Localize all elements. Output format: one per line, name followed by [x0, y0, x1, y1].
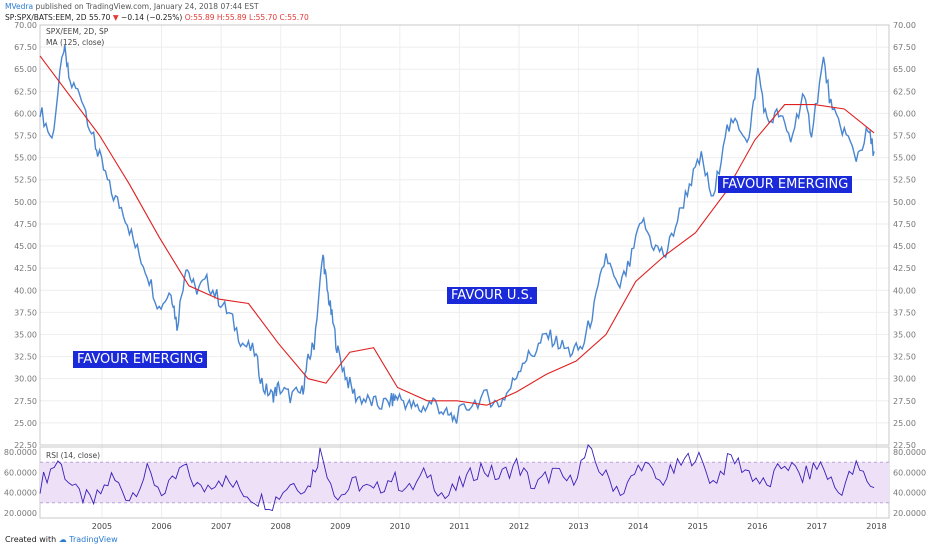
x-tick-label: 2007 [211, 522, 231, 531]
y-tick-label-right: 57.50 [893, 132, 916, 141]
y-tick-label-right: 25.00 [893, 419, 916, 428]
rsi-tick-label-left: 60.0000 [4, 468, 37, 477]
x-tick-label: 2015 [688, 522, 708, 531]
tradingview-logo-icon: ☁ [58, 535, 67, 544]
y-tick-label-right: 35.00 [893, 330, 916, 339]
publish-info: MVedra published on TradingView.com, Jan… [5, 2, 259, 11]
y-tick-label-right: 47.50 [893, 220, 916, 229]
y-tick-label-right: 55.00 [893, 154, 916, 163]
rsi-series-line [39, 443, 875, 512]
price-series-line [39, 45, 875, 424]
y-tick-label-left: 62.50 [14, 87, 37, 96]
price-change: −0.14 (−0.25%) [121, 13, 183, 22]
x-tick-label: 2008 [271, 522, 291, 531]
y-tick-label-left: 57.50 [14, 132, 37, 141]
main-pane-border [39, 24, 890, 446]
y-tick-label-right: 37.50 [893, 308, 916, 317]
down-arrow-icon: ▼ [112, 13, 119, 22]
y-tick-label-right: 70.00 [893, 21, 916, 30]
rsi-tick-label-right: 80.0000 [893, 448, 926, 457]
annotation-favour-us: FAVOUR U.S. [447, 287, 537, 304]
y-tick-label-left: 60.00 [14, 109, 37, 118]
y-tick-label-right: 22.50 [893, 441, 916, 450]
x-tick-label: 2005 [92, 522, 112, 531]
ohlc-values: O:55.89 H:55.89 L:55.70 C:55.70 [184, 13, 309, 22]
y-tick-label-left: 70.00 [14, 21, 37, 30]
annotation-favour-emerging-right: FAVOUR EMERGING [718, 176, 853, 193]
y-tick-label-left: 55.00 [14, 154, 37, 163]
y-tick-label-right: 60.00 [893, 109, 916, 118]
y-tick-label-right: 45.00 [893, 242, 916, 251]
rsi-tick-label-left: 40.0000 [4, 489, 37, 498]
tradingview-link[interactable]: TradingView [69, 535, 118, 544]
rsi-tick-label-right: 40.0000 [893, 489, 926, 498]
y-tick-label-left: 45.00 [14, 242, 37, 251]
x-tick-label: 2017 [807, 522, 827, 531]
y-tick-label-left: 52.50 [14, 176, 37, 185]
x-tick-label: 2010 [390, 522, 410, 531]
y-tick-label-left: 32.50 [14, 353, 37, 362]
y-tick-label-right: 32.50 [893, 353, 916, 362]
y-tick-label-right: 27.50 [893, 397, 916, 406]
rsi-tick-label-left: 80.0000 [4, 448, 37, 457]
y-tick-label-right: 65.00 [893, 65, 916, 74]
x-tick-label: 2006 [151, 522, 171, 531]
y-tick-label-left: 47.50 [14, 220, 37, 229]
y-tick-label-right: 67.50 [893, 43, 916, 52]
x-tick-label: 2013 [568, 522, 588, 531]
y-tick-label-right: 40.00 [893, 286, 916, 295]
last-price: 55.70 [88, 13, 111, 22]
y-tick-label-left: 22.50 [14, 441, 37, 450]
y-tick-label-left: 25.00 [14, 419, 37, 428]
y-tick-label-left: 50.00 [14, 198, 37, 207]
rsi-tick-label-left: 20.0000 [4, 509, 37, 518]
symbol-bar: SP:SPX/BATS:EEM, 2D 55.70 ▼ −0.14 (−0.25… [5, 13, 309, 22]
x-tick-label: 2012 [509, 522, 529, 531]
y-tick-label-left: 30.00 [14, 375, 37, 384]
y-tick-label-right: 50.00 [893, 198, 916, 207]
y-tick-label-right: 52.50 [893, 176, 916, 185]
rsi-tick-label-right: 60.0000 [893, 468, 926, 477]
rsi-legend: RSI (14, close) [46, 451, 101, 460]
main-series-legend: SPX/EEM, 2D, SP [46, 27, 109, 36]
y-tick-label-left: 40.00 [14, 286, 37, 295]
rsi-tick-label-right: 20.0000 [893, 509, 926, 518]
ma-legend: MA (125, close) [46, 38, 105, 47]
x-tick-label: 2014 [628, 522, 648, 531]
y-tick-label-left: 42.50 [14, 264, 37, 273]
y-tick-label-left: 67.50 [14, 43, 37, 52]
x-tick-label: 2009 [330, 522, 350, 531]
symbol-name: SP:SPX/BATS:EEM, 2D [5, 13, 87, 22]
y-tick-label-left: 27.50 [14, 397, 37, 406]
annotation-favour-emerging-left: FAVOUR EMERGING [73, 351, 208, 368]
publish-text: published on TradingView.com, January 24… [35, 2, 259, 11]
y-tick-label-right: 30.00 [893, 375, 916, 384]
created-with-text: Created with [5, 535, 57, 544]
y-tick-label-left: 65.00 [14, 65, 37, 74]
y-tick-label-right: 42.50 [893, 264, 916, 273]
x-tick-label: 2016 [747, 522, 767, 531]
y-tick-label-left: 35.00 [14, 330, 37, 339]
y-tick-label-left: 37.50 [14, 308, 37, 317]
x-tick-label: 2011 [449, 522, 469, 531]
y-tick-label-right: 62.50 [893, 87, 916, 96]
footer: Created with ☁ TradingView [5, 535, 118, 544]
x-tick-label: 2018 [866, 522, 886, 531]
author-link[interactable]: MVedra [5, 2, 34, 11]
